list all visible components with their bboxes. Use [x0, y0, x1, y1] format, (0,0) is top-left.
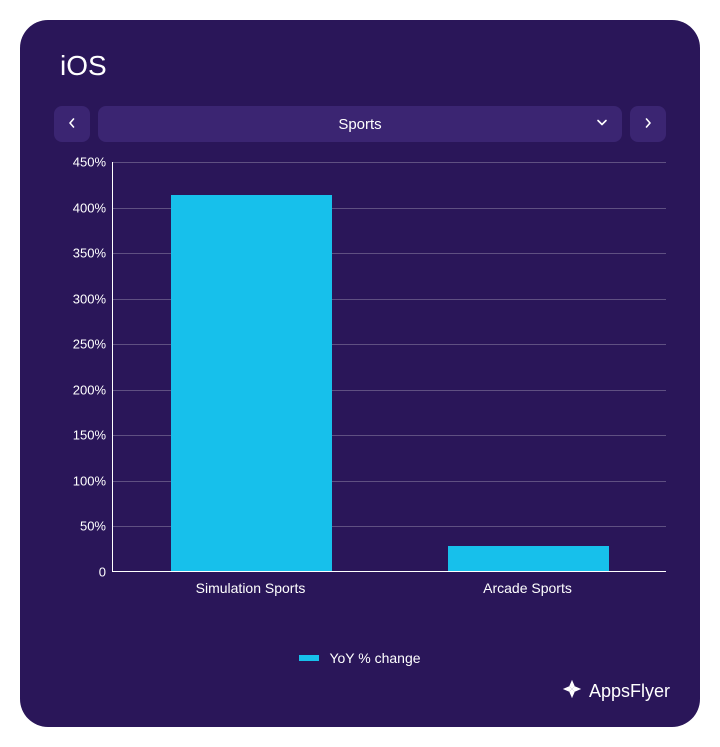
- bar-chart: 050%100%150%200%250%300%350%400%450%Simu…: [54, 162, 666, 602]
- category-dropdown-label: Sports: [338, 116, 381, 133]
- x-axis-label: Simulation Sports: [196, 580, 306, 596]
- category-dropdown[interactable]: Sports: [98, 106, 622, 142]
- bar: [448, 546, 609, 572]
- appsflyer-logo-icon: [561, 678, 583, 705]
- brand-badge: AppsFlyer: [561, 678, 670, 705]
- y-axis-label: 450%: [73, 155, 106, 170]
- grid-line: [113, 162, 666, 163]
- y-axis-label: 100%: [73, 473, 106, 488]
- chevron-down-icon: [596, 116, 608, 133]
- page-title: iOS: [60, 50, 666, 82]
- legend-swatch: [299, 655, 319, 661]
- bar: [171, 195, 332, 571]
- chart-card: iOS Sports 0 50% 100% 150% 200% 250% 300% 350% 4…: [20, 20, 700, 727]
- chevron-left-icon: [67, 115, 77, 133]
- y-axis-label: 50%: [80, 519, 106, 534]
- plot-area: [112, 162, 666, 572]
- legend-label: YoY % change: [329, 650, 420, 666]
- y-axis-label: 150%: [73, 428, 106, 443]
- x-axis-label: Arcade Sports: [483, 580, 572, 596]
- y-axis-label: 300%: [73, 291, 106, 306]
- brand-name: AppsFlyer: [589, 681, 670, 702]
- y-axis-label: 350%: [73, 246, 106, 261]
- y-axis-label: 200%: [73, 382, 106, 397]
- y-axis-label: 250%: [73, 337, 106, 352]
- category-selector-row: Sports: [54, 106, 666, 142]
- chevron-right-icon: [643, 115, 653, 133]
- next-category-button[interactable]: [630, 106, 666, 142]
- y-axis-label: 0: [99, 565, 106, 580]
- chart-legend: YoY % change: [54, 650, 666, 666]
- y-axis-label: 400%: [73, 200, 106, 215]
- prev-category-button[interactable]: [54, 106, 90, 142]
